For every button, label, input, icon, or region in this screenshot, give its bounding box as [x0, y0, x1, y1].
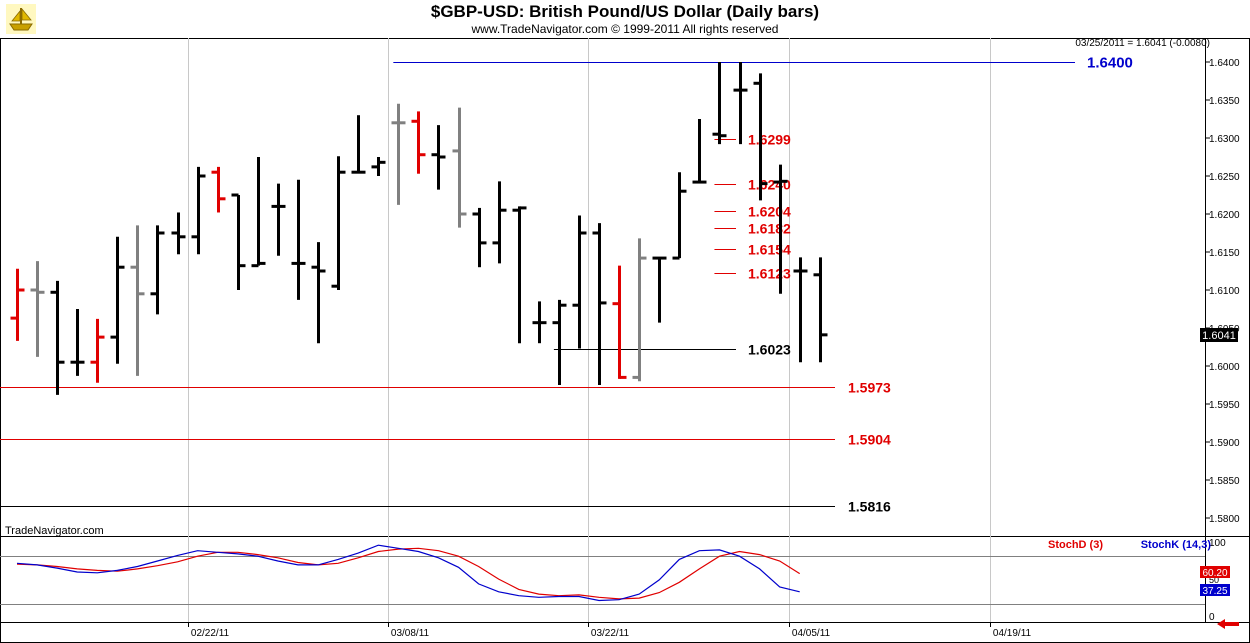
ohlc-bar	[472, 207, 487, 268]
price-tick-label: 1.6300	[1209, 134, 1240, 145]
ohlc-bar	[391, 103, 406, 205]
stoch-legend-label: StochK (14,3)	[1141, 539, 1212, 551]
ohlc-bar	[251, 157, 266, 268]
price-tick-label: 1.6350	[1209, 96, 1240, 107]
watermark-text: TradeNavigator.com	[5, 525, 104, 537]
price-level-label: 1.6299	[748, 132, 791, 148]
stoch-series-line	[16, 544, 800, 602]
ohlc-bar	[30, 261, 45, 357]
ohlc-bar	[552, 299, 567, 385]
price-level-label: 1.6123	[748, 266, 791, 282]
price-axis: 1.6400 1.6350 1.6300 1.6250 1.6200 1.6150 1.61…	[1205, 58, 1240, 525]
stoch-tick-label: 0	[1209, 612, 1215, 623]
chart-frame	[0, 38, 1250, 643]
price-tick-label: 1.5850	[1209, 476, 1240, 487]
ohlc-bar	[592, 223, 607, 385]
stoch-value-tag	[1200, 566, 1230, 578]
ohlc-bar	[492, 181, 507, 264]
price-tick-label: 1.6250	[1209, 172, 1240, 183]
ohlc-bar	[572, 215, 587, 349]
ohlc-bar	[90, 318, 105, 383]
stoch-legend-label: StochD (3)	[1048, 539, 1103, 551]
ohlc-bar	[773, 164, 788, 294]
price-level-label: 1.6154	[748, 242, 791, 258]
last-price-tag-text: 1.6041	[1202, 330, 1236, 342]
chart-title: $GBP-USD: British Pound/US Dollar (Daily…	[430, 2, 820, 21]
ohlc-bar	[652, 256, 667, 323]
date-tick-label: 04/05/11	[792, 628, 831, 639]
price-tick-label: 1.6100	[1209, 286, 1240, 297]
price-level-label: 1.6240	[748, 177, 791, 193]
price-tick-label: 1.6400	[1209, 58, 1240, 69]
stoch-series-line	[16, 547, 801, 600]
ohlc-bar	[311, 242, 326, 344]
ohlc-bar	[431, 125, 446, 190]
price-tick-label: 1.5950	[1209, 400, 1240, 411]
price-level-label: 1.5973	[848, 380, 891, 396]
price-tick-label: 1.6000	[1209, 362, 1240, 373]
last-quote-label: 03/25/2011 = 1.6041 (-0.0080)	[1075, 38, 1210, 49]
outer-border	[0, 38, 1250, 643]
ohlc-bar	[291, 179, 306, 300]
ohlc-bar	[271, 183, 286, 256]
ohlc-bar	[512, 206, 527, 344]
stoch-value-tag	[1200, 584, 1230, 596]
ohlc-bar	[793, 257, 808, 363]
price-tick-label: 1.6150	[1209, 248, 1240, 259]
price-level-label: 1.5816	[848, 499, 891, 515]
ohlc-bar	[191, 166, 206, 255]
ohlc-bar	[692, 119, 707, 184]
ohlc-bar	[130, 225, 145, 376]
ohlc-bar	[231, 193, 246, 290]
ohlc-bar	[452, 107, 467, 228]
date-tick-label: 02/22/11	[191, 628, 230, 639]
stoch-value-tag-text: 37.25	[1202, 586, 1227, 597]
ohlc-bar	[672, 172, 687, 260]
ohlc-bar	[813, 257, 828, 363]
last-price-tag: 1.6041	[1200, 328, 1238, 342]
stochastic-panel: 100 50 0 StochD (3) 60.20 StochK (14,3) 37.25	[0, 538, 1230, 623]
price-tick-label: 1.5900	[1209, 438, 1240, 449]
date-tick-label: 03/08/11	[391, 628, 430, 639]
stoch-tick-label: 100	[1209, 538, 1226, 549]
ohlc-bar	[371, 157, 386, 176]
ohlc-bar	[150, 225, 165, 315]
ohlc-bar	[110, 236, 125, 364]
ohlc-bar	[10, 268, 25, 341]
stoch-value-tag-text: 60.20	[1202, 568, 1227, 579]
ohlc-bar	[331, 156, 346, 290]
ohlc-bar	[171, 212, 186, 255]
ohlc-bar	[753, 73, 768, 201]
ohlc-bar	[211, 166, 226, 213]
ohlc-bar	[612, 265, 627, 379]
ohlc-bar	[351, 115, 366, 174]
grid-lines	[188, 38, 991, 622]
stoch-tick-label: 50	[1209, 575, 1219, 585]
price-level-label: 1.6400	[1087, 55, 1133, 72]
ohlc-bar	[50, 280, 65, 395]
scroll-left-arrow-icon[interactable]	[1217, 619, 1239, 629]
price-level-label: 1.6204	[748, 204, 791, 220]
price-level-label: 1.6182	[748, 221, 791, 237]
ohlc-bar	[532, 301, 547, 344]
ohlc-bar	[411, 111, 426, 174]
ohlc-bar	[733, 62, 748, 145]
ohlc-bar	[632, 238, 647, 382]
price-level-label: 1.6023	[748, 342, 791, 358]
date-axis: 02/22/11 03/08/11 03/22/11 04/05/11 04/19/11	[188, 622, 1032, 639]
ohlc-bar	[70, 309, 85, 376]
chart-subtitle: www.TradeNavigator.com © 1999-2011 All r…	[471, 22, 779, 36]
price-tick-label: 1.6200	[1209, 210, 1240, 221]
price-tick-label: 1.5800	[1209, 514, 1240, 525]
price-level-label: 1.5904	[848, 432, 891, 448]
date-tick-label: 03/22/11	[591, 628, 630, 639]
ohlc-bar	[712, 62, 727, 145]
price-bars	[10, 62, 828, 395]
ship-logo-icon	[6, 4, 36, 34]
date-tick-label: 04/19/11	[993, 628, 1032, 639]
